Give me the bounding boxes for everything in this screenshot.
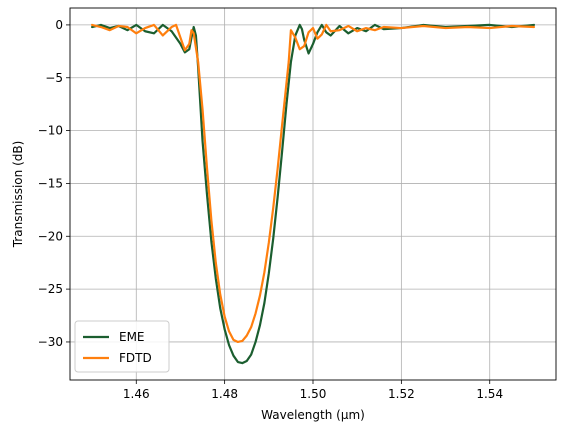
series-line-eme <box>90 23 536 365</box>
legend-items: EME FDTD <box>83 330 152 365</box>
y-tick-label: 0 <box>55 18 63 32</box>
x-tick-label: 1.54 <box>476 387 503 401</box>
legend-label-eme: EME <box>119 330 145 344</box>
series-lines <box>90 23 536 365</box>
y-tick-label: −5 <box>45 71 63 85</box>
y-tick-label: −20 <box>38 229 63 243</box>
y-axis-label: Transmission (dB) <box>11 141 25 249</box>
legend-label-fdtd: FDTD <box>119 351 152 365</box>
x-tick-label: 1.46 <box>123 387 150 401</box>
x-axis-label: Wavelength (µm) <box>261 408 365 422</box>
x-tick-label: 1.48 <box>211 387 238 401</box>
x-tick-label: 1.50 <box>300 387 327 401</box>
y-tick-label: −10 <box>38 124 63 138</box>
y-tick-label: −15 <box>38 176 63 190</box>
series-line-fdtd <box>90 23 536 344</box>
axis-ticks: 1.46 1.48 1.50 1.52 1.54 0 −5 −10 −15 −20 −25 −30 <box>38 18 503 401</box>
y-tick-label: −30 <box>38 335 63 349</box>
x-tick-label: 1.52 <box>388 387 415 401</box>
y-tick-label: −25 <box>38 282 63 296</box>
grid <box>70 8 556 380</box>
legend: EME FDTD <box>74 320 170 373</box>
legend-box <box>74 320 170 373</box>
